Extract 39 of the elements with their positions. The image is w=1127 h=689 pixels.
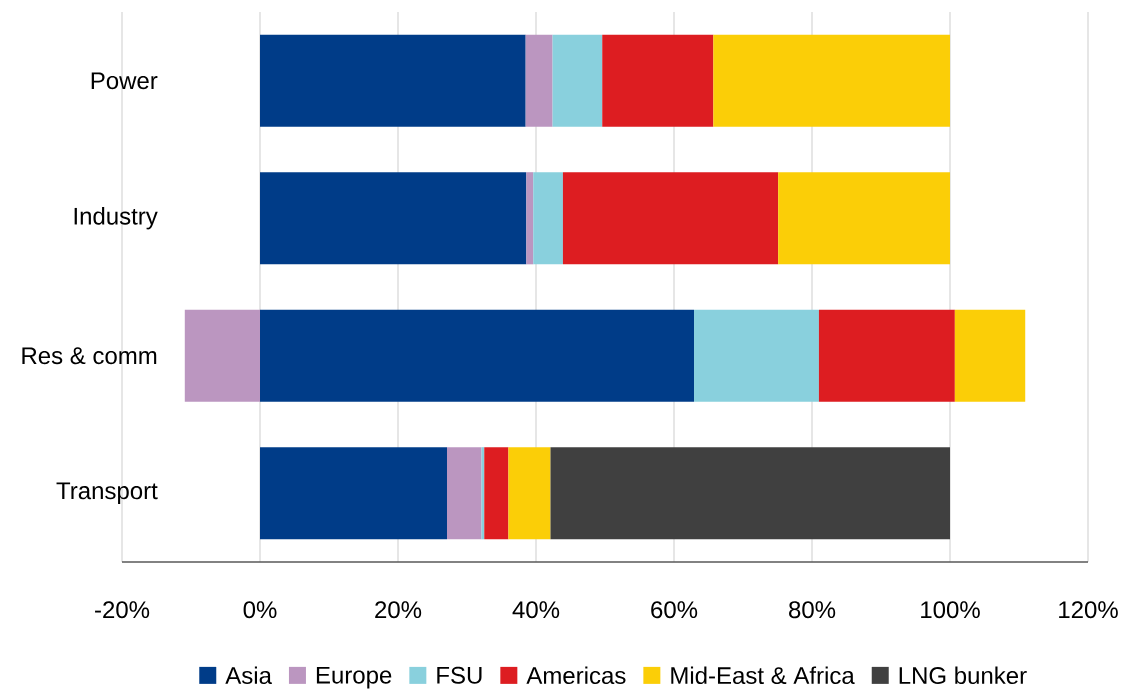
bar xyxy=(550,447,951,540)
legend-label: Europe xyxy=(316,666,392,689)
bar xyxy=(447,447,482,540)
bar xyxy=(484,447,509,540)
bar xyxy=(713,34,951,127)
bar xyxy=(260,309,695,402)
legend-label: Americas xyxy=(526,666,626,685)
bar xyxy=(552,34,603,127)
bar xyxy=(260,447,447,540)
bar xyxy=(184,309,260,402)
bar xyxy=(526,172,534,265)
bar xyxy=(481,447,485,540)
bar xyxy=(602,34,714,127)
bar xyxy=(694,309,819,402)
x-tick-label: 60% xyxy=(651,601,698,619)
bar xyxy=(562,172,779,265)
bar xyxy=(260,34,526,127)
x-tick-label: 0% xyxy=(243,601,277,619)
y-tick-label: Res & comm xyxy=(22,347,157,365)
y-tick-label: Transport xyxy=(56,482,158,505)
bar xyxy=(954,309,1026,402)
bar xyxy=(818,309,955,402)
x-tick-label: 100% xyxy=(921,601,980,619)
bar xyxy=(525,34,553,127)
legend-label: LNG bunker xyxy=(899,666,1027,685)
y-tick-label: Industry xyxy=(74,207,158,230)
x-tick-label: 80% xyxy=(789,601,836,619)
x-tick-label: 40% xyxy=(512,601,560,619)
legend-label: FSU xyxy=(437,666,482,684)
legend-label: Mid-East & Africa xyxy=(671,666,855,685)
legend-label: Asia xyxy=(225,666,272,685)
bar xyxy=(533,172,563,265)
y-tick-label: Power xyxy=(91,72,158,90)
bar xyxy=(778,172,951,265)
x-tick-label: -20% xyxy=(95,601,150,619)
x-tick-label: 20% xyxy=(375,601,422,619)
x-tick-label: 120% xyxy=(1059,601,1118,619)
bar xyxy=(508,447,551,540)
bar xyxy=(260,172,527,265)
